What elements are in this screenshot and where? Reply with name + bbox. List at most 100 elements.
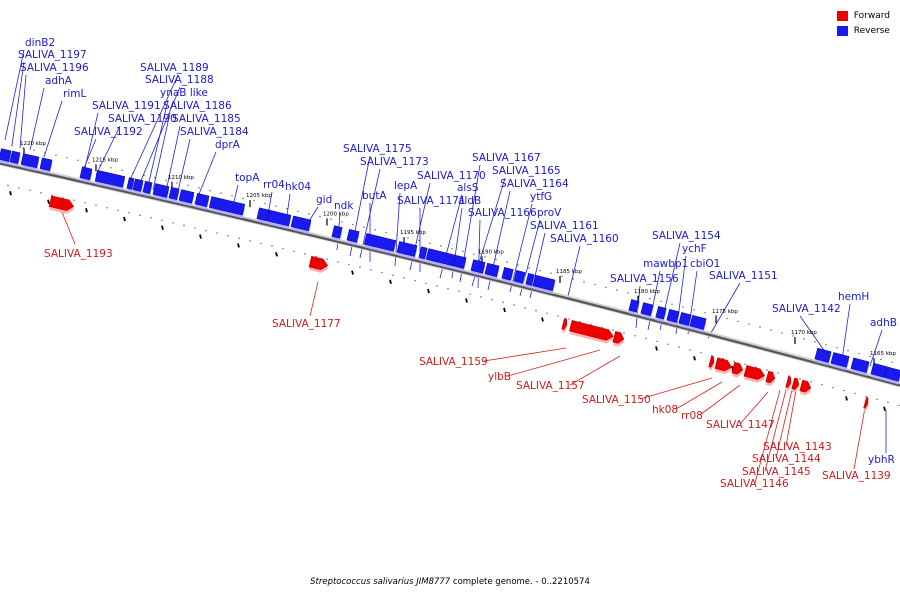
reverse-gene-arrow (331, 225, 343, 242)
reverse-gene-label-mawbp1: mawbp1 (643, 258, 688, 270)
forward-gene-leader-line (785, 389, 797, 447)
reverse-gene-arrow (513, 270, 526, 287)
reverse-gene-arrow (628, 299, 640, 316)
forward-gene-leader-line (483, 347, 567, 362)
reverse-gene-arrow (689, 314, 707, 333)
reverse-gene-arrow (678, 312, 692, 329)
kbp-tick-label: 1200 kbp (323, 211, 349, 217)
gene-body (484, 262, 500, 277)
reverse-gene-label-buta: butA (362, 190, 387, 202)
gene-body (830, 352, 850, 368)
reverse-gene-label-rr04: rr04 (263, 179, 285, 191)
gene-body (743, 365, 766, 380)
reverse-gene-label-hk04: hk04 (285, 181, 311, 193)
forward-gene-arrow (743, 365, 766, 383)
major-tick (541, 317, 544, 322)
reverse-gene-leader-line (11, 61, 25, 146)
reverse-gene-label-gid: gid (316, 194, 332, 206)
forward-gene-leader-line (507, 349, 601, 377)
forward-gene-leader-line (754, 389, 781, 484)
major-tick (845, 396, 848, 401)
major-tick (503, 307, 506, 313)
reverse-gene-label-saliva-1184: SALIVA_1184 (180, 126, 249, 138)
forward-gene-label-saliva-1145: SALIVA_1145 (742, 466, 811, 478)
reverse-gene-label-hemh: hemH (838, 291, 869, 303)
gene-body (513, 270, 526, 284)
reverse-gene-label-saliva-1171: SALIVA_1171 (397, 195, 466, 207)
gene-body (308, 255, 329, 270)
reverse-gene-arrow (0, 148, 12, 165)
reverse-gene-leader-line (147, 99, 169, 187)
major-tick (389, 279, 392, 285)
forward-gene-leader-line (675, 381, 723, 410)
forward-gene-label-saliva-1139: SALIVA_1139 (822, 470, 891, 482)
reverse-gene-leader-line (4, 49, 25, 141)
reverse-gene-label-cbio1: cbiO1 (690, 258, 720, 270)
forward-gene-leader-line (699, 384, 741, 416)
reverse-gene-leader-line (29, 87, 45, 151)
reverse-gene-arrow (79, 166, 93, 183)
major-tick (47, 199, 50, 204)
gene-body (501, 267, 514, 281)
kbp-tick-label: 1170 kbp (791, 330, 817, 336)
gene-body (194, 192, 210, 208)
map-caption: Streptococcus salivarius JIM8777 complet… (0, 577, 900, 587)
reverse-gene-arrow (418, 246, 428, 263)
reverse-gene-arrow (501, 267, 514, 284)
reverse-gene-label-saliva-1161: SALIVA_1161 (530, 220, 599, 232)
reverse-gene-label-saliva-1156: SALIVA_1156 (610, 273, 679, 285)
gene-body (814, 347, 832, 363)
legend-forward: Forward (836, 8, 890, 23)
legend: Forward Reverse (836, 8, 890, 38)
gene-body (94, 169, 126, 188)
gene-body (678, 312, 692, 326)
kbp-tick-label: 1195 kbp (400, 230, 426, 236)
gene-body (689, 314, 707, 330)
kbp-tick-label: 1180 kbp (634, 289, 660, 295)
gene-body (152, 183, 170, 198)
kbp-tick-label: 1220 kbp (20, 141, 46, 147)
gene-body (266, 209, 292, 227)
reverse-gene-label-topa: topA (235, 172, 260, 184)
reverse-gene-label-saliva-1160: SALIVA_1160 (550, 233, 619, 245)
kbp-tick-label: 1165 kbp (870, 351, 896, 357)
forward-gene-arrow (799, 379, 812, 396)
reverse-gene-leader-line (707, 282, 741, 339)
reverse-gene-leader-line (164, 125, 181, 197)
reverse-gene-label-saliva-1185: SALIVA_1185 (172, 113, 241, 125)
reverse-gene-label-saliva-1197: SALIVA_1197 (18, 49, 87, 61)
reverse-gene-arrow (484, 262, 500, 280)
gene-body (331, 225, 343, 239)
forward-gene-leader-line (569, 355, 621, 386)
reverse-gene-leader-line (19, 74, 27, 149)
reverse-gene-arrow (830, 352, 850, 371)
reverse-gene-arrow (525, 273, 535, 289)
reverse-gene-label-saliva-1151: SALIVA_1151 (709, 270, 778, 282)
reverse-gene-arrow (850, 357, 870, 376)
gene-body (731, 361, 744, 375)
reverse-gene-arrow (290, 215, 312, 234)
reverse-gene-arrow (142, 180, 153, 197)
major-tick (199, 234, 202, 239)
kbp-tick-label: 1210 kbp (168, 175, 194, 181)
reverse-gene-arrow (532, 274, 556, 294)
reverse-gene-arrow (453, 255, 467, 272)
forward-gene-label-saliva-1147: SALIVA_1147 (706, 419, 775, 431)
forward-gene-arrow (48, 195, 75, 214)
reverse-gene-leader-line (95, 125, 121, 176)
reverse-gene-label-ybhr: ybhR (868, 454, 895, 466)
reverse-gene-label-adha: adhA (45, 75, 73, 87)
reverse-gene-arrow (9, 150, 21, 167)
reverse-gene-arrow (884, 366, 900, 385)
reverse-gene-label-saliva-1165: SALIVA_1165 (492, 165, 561, 177)
reverse-gene-arrow (39, 157, 53, 174)
forward-gene-label-saliva-1157: SALIVA_1157 (516, 380, 585, 392)
gene-body (363, 233, 397, 252)
gene-body (20, 153, 40, 169)
reverse-gene-arrow (208, 196, 246, 219)
reverse-gene-arrow (396, 241, 418, 260)
gene-body (168, 186, 180, 201)
forward-gene-arrow (785, 376, 792, 391)
